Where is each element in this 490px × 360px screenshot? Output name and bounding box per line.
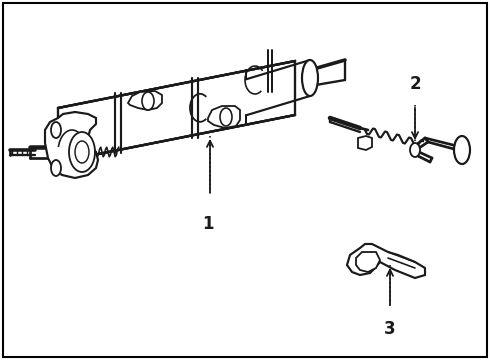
- Ellipse shape: [69, 132, 95, 172]
- Polygon shape: [128, 91, 162, 110]
- Ellipse shape: [51, 160, 61, 176]
- Ellipse shape: [142, 92, 154, 110]
- Polygon shape: [358, 136, 372, 150]
- Polygon shape: [45, 112, 98, 178]
- Polygon shape: [208, 106, 240, 128]
- Ellipse shape: [51, 122, 61, 138]
- Polygon shape: [58, 61, 295, 162]
- Polygon shape: [347, 244, 425, 278]
- Text: 3: 3: [384, 320, 396, 338]
- Text: 2: 2: [409, 75, 421, 93]
- Ellipse shape: [454, 136, 470, 164]
- Ellipse shape: [220, 108, 232, 126]
- Polygon shape: [356, 252, 380, 272]
- Ellipse shape: [410, 143, 420, 157]
- Ellipse shape: [75, 141, 89, 163]
- Ellipse shape: [302, 60, 318, 96]
- Text: 1: 1: [202, 215, 214, 233]
